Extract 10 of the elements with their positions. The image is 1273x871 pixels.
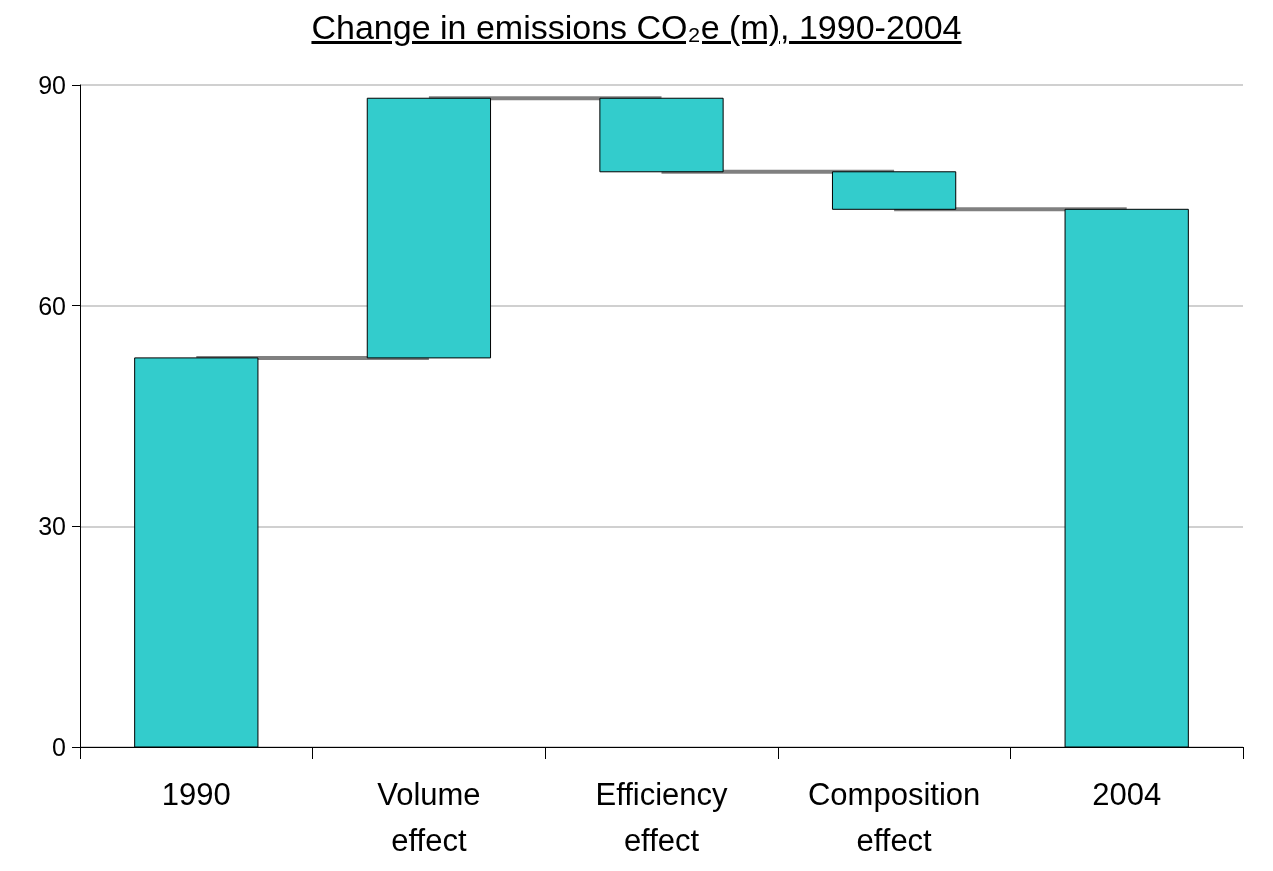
x-tick-label: 2004 [1092,776,1162,812]
x-tick-label: Composition effect [807,776,981,858]
y-tick-label: 60 [38,291,66,320]
x-tick-label: 1990 [161,776,231,812]
chart-title: Change in emissions CO₂e (m), 1990-2004 [310,8,963,47]
y-tick-label: 30 [38,512,66,541]
y-tick-label: 0 [52,733,66,761]
x-tick-label: Volume effect [377,776,481,858]
y-tick-label: 90 [38,71,66,99]
x-tick-label: Efficiency effect [595,776,729,858]
